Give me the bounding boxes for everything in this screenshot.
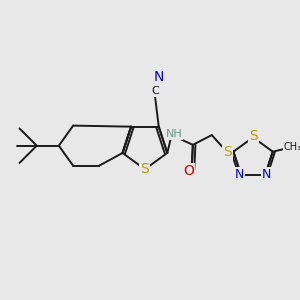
Text: O: O — [183, 164, 194, 178]
Text: CH₃: CH₃ — [284, 142, 300, 152]
Text: S: S — [223, 145, 232, 159]
Text: NH: NH — [166, 129, 182, 139]
Text: C: C — [151, 86, 159, 96]
Text: S: S — [249, 129, 257, 143]
Text: N: N — [154, 70, 164, 84]
Text: N: N — [262, 168, 272, 181]
Text: S: S — [140, 162, 149, 176]
Text: N: N — [235, 168, 244, 181]
